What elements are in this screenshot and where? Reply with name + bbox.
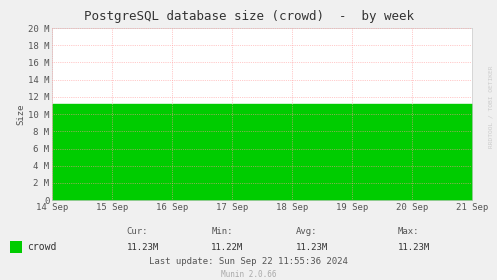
Text: Avg:: Avg: — [296, 227, 317, 235]
Text: Munin 2.0.66: Munin 2.0.66 — [221, 270, 276, 279]
Y-axis label: Size: Size — [16, 103, 25, 125]
Text: 11.23M: 11.23M — [296, 243, 328, 252]
Text: RRDTOOL / TOBI OETIKER: RRDTOOL / TOBI OETIKER — [489, 65, 494, 148]
Text: 11.22M: 11.22M — [211, 243, 244, 252]
Text: Cur:: Cur: — [127, 227, 148, 235]
Text: 11.23M: 11.23M — [398, 243, 430, 252]
Text: 11.23M: 11.23M — [127, 243, 159, 252]
Text: Max:: Max: — [398, 227, 419, 235]
Text: crowd: crowd — [27, 242, 57, 252]
Text: Last update: Sun Sep 22 11:55:36 2024: Last update: Sun Sep 22 11:55:36 2024 — [149, 257, 348, 266]
Text: PostgreSQL database size (crowd)  -  by week: PostgreSQL database size (crowd) - by we… — [83, 10, 414, 23]
Text: Min:: Min: — [211, 227, 233, 235]
